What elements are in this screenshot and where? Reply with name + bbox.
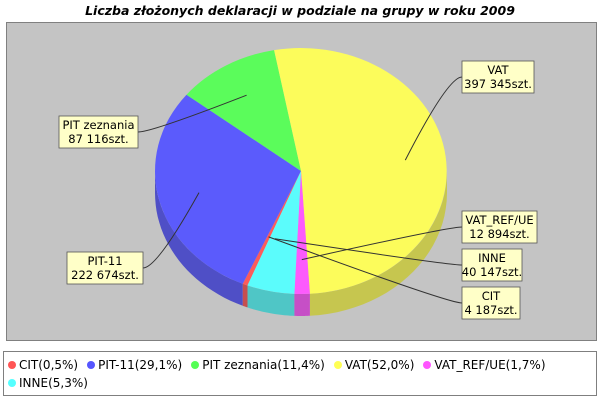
side-vat — [309, 171, 447, 316]
label-value-vat: 397 345szt. — [464, 77, 532, 91]
label-box-vat — [461, 60, 535, 94]
label-value-vat-ref-ue: 12 894szt. — [469, 227, 529, 241]
side-cit — [242, 283, 248, 308]
leader-line-vat — [404, 76, 463, 161]
legend-swatch-inne — [8, 379, 16, 387]
slice-inne[interactable] — [247, 171, 302, 294]
legend-label-pit-11: PIT-11(29,1%) — [98, 358, 183, 372]
slice-vat-ref-ue[interactable] — [294, 171, 310, 295]
legend-item-vat-ref-ue: VAT_REF/UE(1,7%) — [423, 356, 546, 374]
label-name-vat: VAT — [487, 63, 509, 77]
legend: CIT(0,5%) PIT-11(29,1%) PIT zeznania(11,4%… — [3, 351, 597, 396]
legend-label-inne: INNE(5,3%) — [19, 376, 88, 390]
label-box-pit-zeznania — [58, 115, 139, 149]
label-value-cit: 4 187szt. — [464, 303, 517, 317]
side-pit-11 — [155, 171, 243, 306]
label-value-inne: 40 147szt. — [462, 265, 522, 279]
legend-item-vat: VAT(52,0%) — [333, 356, 415, 374]
legend-swatch-vat — [333, 361, 342, 369]
legend-swatch-vat-ref-ue — [423, 361, 432, 369]
leader-line-cit — [268, 236, 463, 304]
chart-title: Liczba złożonych deklaracji w podziale n… — [85, 3, 515, 18]
leader-line-inne — [274, 238, 463, 266]
side-inne — [247, 285, 295, 316]
slice-pit-zeznania[interactable] — [186, 50, 302, 171]
leader-line-vat-ref-ue — [301, 226, 463, 261]
slice-vat[interactable] — [274, 48, 447, 294]
legend-item-cit: CIT(0,5%) — [8, 356, 78, 374]
legend-item-inne: INNE(5,3%) — [8, 374, 88, 392]
label-name-vat-ref-ue: VAT_REF/UE — [465, 213, 533, 227]
slice-pit-11[interactable] — [155, 94, 301, 284]
legend-swatch-pit-zeznania — [191, 361, 200, 369]
plot-area: CIT 4 187szt. PIT-11 222 674szt. PIT zeznani… — [6, 22, 597, 341]
leader-line-pit-11 — [142, 192, 200, 269]
legend-swatch-cit — [8, 361, 16, 369]
label-box-inne — [461, 248, 523, 282]
label-name-cit: CIT — [482, 289, 501, 303]
label-name-pit-zeznania: PIT zeznania — [62, 118, 134, 132]
leader-line-pit-zeznania — [137, 94, 247, 133]
label-box-pit-11 — [66, 251, 144, 285]
legend-item-pit-11: PIT-11(29,1%) — [87, 356, 182, 374]
legend-item-pit-zeznania: PIT zeznania(11,4%) — [191, 356, 325, 374]
label-box-cit — [461, 286, 521, 320]
label-box-vat-ref-ue — [461, 210, 538, 244]
legend-label-pit-zeznania: PIT zeznania(11,4%) — [202, 358, 325, 372]
legend-label-vat-ref-ue: VAT_REF/UE(1,7%) — [434, 358, 546, 372]
slice-cit[interactable] — [242, 171, 301, 286]
label-name-pit-11: PIT-11 — [87, 254, 122, 268]
legend-label-cit: CIT(0,5%) — [19, 358, 79, 372]
legend-label-vat: VAT(52,0%) — [344, 358, 415, 372]
legend-swatch-pit-11 — [87, 361, 96, 369]
label-value-pit-zeznania: 87 116szt. — [68, 132, 128, 146]
label-name-inne: INNE — [478, 251, 506, 265]
label-value-pit-11: 222 674szt. — [71, 268, 139, 282]
side-vat-ref-ue — [294, 293, 310, 316]
